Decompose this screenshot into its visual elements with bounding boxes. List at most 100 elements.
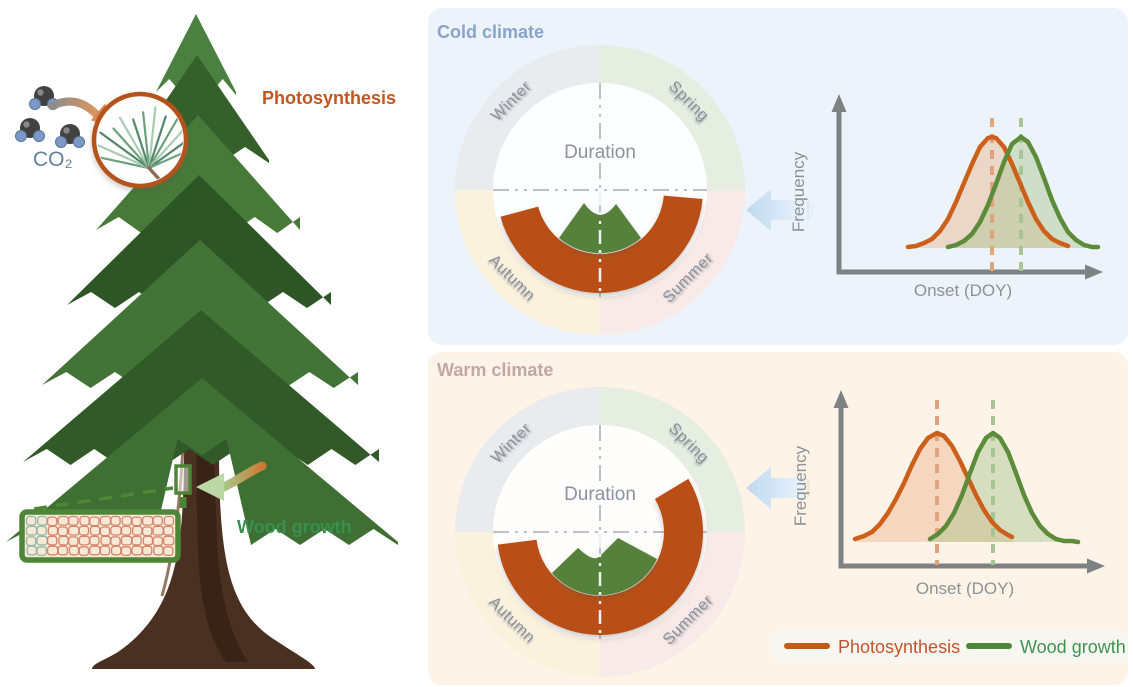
cold-link-arrow-line2	[811, 204, 813, 217]
wood-cell	[141, 526, 153, 537]
wood-cell	[78, 525, 90, 536]
trunk-sample-marker-fill	[179, 497, 187, 508]
pine-needle	[99, 131, 151, 170]
pine-needle	[112, 127, 151, 170]
wood-growth-label: Wood growth	[237, 517, 352, 537]
tree-canopy	[6, 14, 398, 545]
photosynthesis-label: Photosynthesis	[262, 88, 396, 108]
cold-season-wheel: Duration Winter Spring Summer Autumn	[455, 45, 745, 335]
pine-needle	[132, 118, 151, 170]
wood-cell	[152, 515, 163, 526]
sample-dashed-line	[33, 486, 174, 511]
wood-cell	[99, 545, 111, 556]
cold-plot-axes	[836, 108, 1087, 275]
pine-needle	[118, 116, 151, 170]
tree-canopy-layer	[6, 378, 398, 545]
legend-wood-label: Wood growth	[1020, 637, 1126, 657]
wood-cell	[68, 536, 79, 547]
wood-cell	[120, 525, 132, 536]
wood-growth-arrow	[196, 461, 267, 501]
warm-wood-curve	[927, 430, 1081, 545]
cold-y-axis-arrowhead-icon	[831, 94, 847, 112]
tree-canopy-layer	[96, 115, 300, 233]
wood-cell	[110, 545, 122, 556]
wood-cell	[89, 535, 100, 546]
wood-cell	[47, 525, 59, 536]
cold-onset-plot: Frequency Onset (DOY)	[789, 94, 1103, 300]
warm-frequency-axis-label: Frequency	[791, 445, 810, 526]
wood-cell	[120, 546, 132, 557]
warm-duration-label: Duration	[564, 484, 636, 505]
warm-link-arrow-shape	[746, 467, 804, 509]
wood-cell	[163, 546, 174, 557]
pine-needle	[147, 133, 183, 170]
wood-cell	[57, 526, 69, 537]
oxygen-atom	[29, 98, 41, 110]
left-scene: CO₂ Photosynthesis Wood growth	[6, 14, 398, 669]
wood-cells-bg	[22, 512, 178, 560]
trunk-sample-marker	[174, 464, 192, 495]
season-ring-winter	[455, 45, 600, 190]
wood-cell	[46, 516, 58, 527]
pine-needle	[147, 115, 180, 170]
pine-needles	[97, 106, 183, 170]
co2-molecules	[15, 86, 85, 148]
warm-onset-plot: Frequency Onset (DOY)	[791, 390, 1105, 598]
pine-needle	[147, 115, 167, 170]
wood-cell	[163, 525, 174, 536]
wood-cell	[68, 545, 80, 556]
wood-cell	[141, 545, 153, 556]
cold-wood-growth-mound	[559, 203, 641, 254]
warm-season-wheel: Duration Winter Spring Summer Autumn	[455, 387, 745, 677]
cold-photo-curve	[905, 134, 1071, 250]
legend: Photosynthesis Wood growth	[770, 628, 1127, 664]
season-ring-summer	[600, 532, 745, 677]
atom-highlight	[63, 127, 70, 134]
wood-cell	[110, 515, 121, 526]
wood-cell	[57, 545, 69, 556]
warm-panel: Warm climate Duration Winter Spring Summ…	[428, 352, 1128, 685]
cold-onset-axis-label: Onset (DOY)	[914, 281, 1012, 300]
needle-twig	[147, 166, 161, 181]
legend-wood-swatch	[966, 643, 1012, 649]
needle-magnifier	[91, 91, 189, 189]
pine-needle	[142, 111, 151, 170]
wood-cell	[78, 546, 90, 557]
wood-cell	[152, 536, 163, 547]
wood-cell	[68, 515, 79, 526]
co2-label: CO₂	[33, 148, 73, 171]
wood-cells-border	[19, 509, 181, 563]
wood-cell	[25, 515, 37, 526]
wood-cell	[153, 545, 164, 556]
cold-wood-curve	[945, 134, 1101, 250]
cold-link-arrow-shape	[746, 189, 804, 231]
wood-cell	[163, 535, 175, 546]
warm-link-arrow-line	[807, 479, 810, 497]
season-ring-spring	[600, 387, 745, 532]
pine-needle	[147, 128, 183, 170]
warm-photo-curve-fill	[855, 433, 1012, 542]
wood-cell	[132, 525, 143, 536]
wood-cell	[36, 546, 47, 557]
wood-growth-arrowhead-icon	[196, 473, 224, 501]
warm-wood-growth-mound	[552, 538, 657, 596]
season-ring-autumn	[455, 190, 600, 335]
wood-cell	[36, 525, 47, 536]
warm-link-arrow-icon	[746, 467, 810, 509]
warm-y-axis-arrowhead-icon	[833, 390, 849, 408]
wood-cell	[131, 516, 142, 527]
atom-highlight	[37, 89, 44, 96]
cold-panel: Cold climate Duration Winter Spring Summ…	[428, 8, 1128, 345]
warm-wood-curve-fill	[930, 433, 1078, 542]
tree-canopy-layer	[156, 14, 236, 95]
season-ring-summer	[600, 190, 745, 335]
cold-frequency-axis-label: Frequency	[789, 151, 808, 232]
wood-cell	[110, 536, 121, 547]
legend-photo-label: Photosynthesis	[838, 637, 960, 657]
wood-cell	[99, 526, 111, 537]
oxygen-atom	[73, 136, 85, 148]
season-ring-autumn	[455, 532, 600, 677]
season-ring-winter	[455, 387, 600, 532]
wood-cells	[25, 515, 175, 557]
oxygen-atom	[33, 130, 45, 142]
